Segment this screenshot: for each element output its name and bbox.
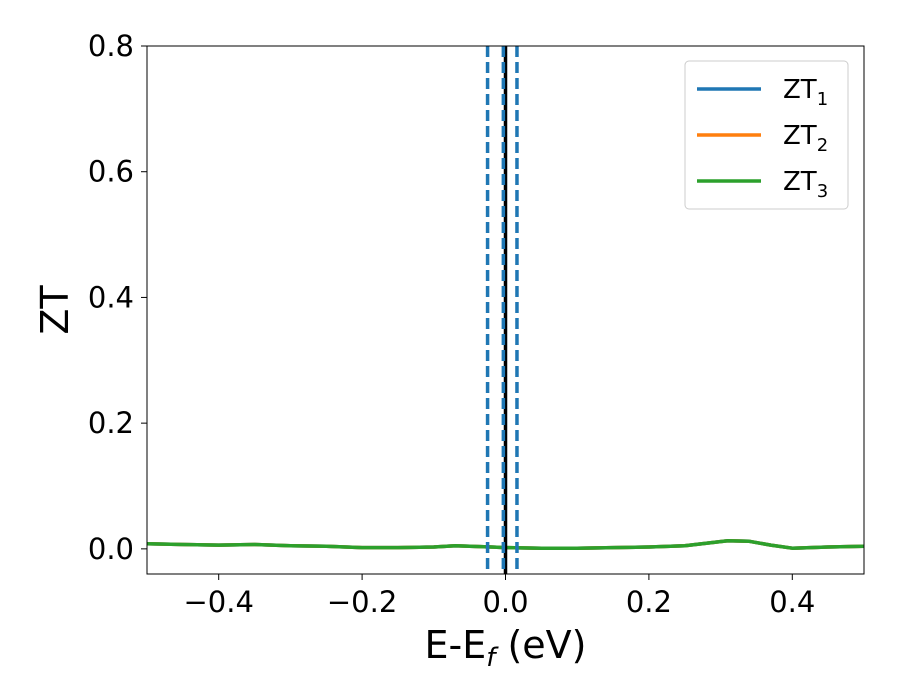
y-tick-label: 0.6 bbox=[88, 155, 134, 189]
x-tick-label: −0.2 bbox=[327, 585, 397, 619]
x-axis-label-unit: (eV) bbox=[495, 623, 586, 667]
y-tick-label: 0.0 bbox=[88, 532, 134, 566]
x-axis-label-base: E-E bbox=[425, 623, 487, 667]
x-tick-label: −0.4 bbox=[183, 585, 253, 619]
x-axis-label: E-Ef (eV) bbox=[425, 623, 587, 673]
legend-label-3: ZT3 bbox=[783, 167, 828, 202]
y-tick-label: 0.8 bbox=[88, 29, 134, 63]
legend-label-2: ZT2 bbox=[783, 121, 828, 156]
y-tick-label: 0.4 bbox=[88, 280, 134, 314]
x-tick-label: 0.2 bbox=[626, 585, 672, 619]
x-tick-label: 0.0 bbox=[482, 585, 528, 619]
legend-label-1: ZT1 bbox=[783, 75, 828, 110]
y-axis-label: ZT bbox=[33, 285, 77, 335]
y-axis: 0.0 0.2 0.4 0.6 0.8 bbox=[88, 29, 147, 566]
x-tick-label: 0.4 bbox=[769, 585, 815, 619]
reference-lines bbox=[485, 46, 519, 574]
legend-box bbox=[684, 60, 849, 210]
y-tick-label: 0.2 bbox=[88, 406, 134, 440]
x-axis: −0.4 −0.2 0.0 0.2 0.4 bbox=[183, 574, 815, 619]
legend: ZT1 ZT2 ZT3 bbox=[684, 60, 849, 210]
